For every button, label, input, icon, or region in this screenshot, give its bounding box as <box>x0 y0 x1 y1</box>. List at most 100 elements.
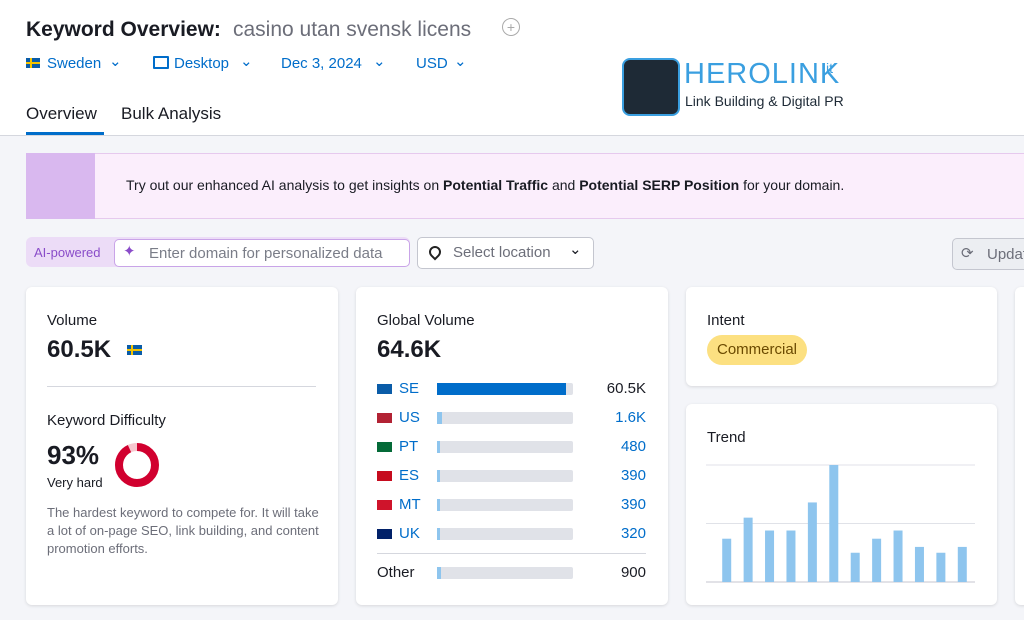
difficulty-description: The hardest keyword to compete for. It w… <box>47 505 319 556</box>
tab[interactable]: Bulk Analysis <box>121 104 222 123</box>
highlight: Potential Traffic <box>443 177 549 193</box>
tab-active[interactable]: Overview <box>26 104 97 123</box>
label: Keyword Difficulty <box>47 412 166 429</box>
text: Try out our enhanced AI analysis to get … <box>126 177 440 193</box>
volume-card <box>26 287 338 605</box>
trend-bar <box>807 502 817 582</box>
country-value: 60.5K <box>606 380 646 397</box>
flag-se <box>127 345 142 355</box>
flag-se <box>26 58 40 68</box>
chevron: ⌄ <box>240 53 253 70</box>
trend-bar <box>786 530 796 582</box>
label: Volume <box>47 312 98 329</box>
bar <box>437 383 567 395</box>
chevron: ⌄ <box>373 53 386 70</box>
filter[interactable]: Dec 3, 2024 <box>281 55 362 72</box>
trend-bar <box>722 538 732 582</box>
label: Global Volume <box>377 312 475 329</box>
filter[interactable]: USD <box>416 55 448 72</box>
card-edge <box>1015 287 1024 605</box>
country-value[interactable]: 480 <box>620 438 646 455</box>
difficulty-value: 93% <box>47 440 100 470</box>
country-code[interactable]: US <box>399 409 420 426</box>
country-other: Other <box>377 564 415 581</box>
domain-placeholder: Enter domain for personalized data <box>149 245 383 262</box>
banner <box>26 153 1024 219</box>
sparkle-icon: ✦ <box>123 243 136 260</box>
text: for your domain. <box>743 177 845 193</box>
trend-bar <box>957 546 967 582</box>
bar-track <box>437 441 573 453</box>
country-value[interactable]: 390 <box>620 496 646 513</box>
country-value[interactable]: 390 <box>620 467 646 484</box>
country-code[interactable]: PT <box>399 438 419 455</box>
flag <box>377 471 392 481</box>
page-title: Keyword Overview: <box>26 18 221 41</box>
flag <box>377 442 392 452</box>
difficulty-gauge <box>115 443 159 487</box>
trend-bar <box>850 552 860 582</box>
country-code[interactable]: SE <box>399 380 420 397</box>
country-code[interactable]: MT <box>399 496 421 513</box>
trend-bar <box>872 538 882 582</box>
chevron: ⌄ <box>569 241 582 258</box>
country-value[interactable]: 1.6K <box>615 409 646 426</box>
keyword: casino utan svensk licens <box>233 18 472 41</box>
bar-track <box>437 412 573 424</box>
bar <box>437 528 440 540</box>
button-label: Update <box>987 246 1024 263</box>
trend-bar <box>743 517 753 582</box>
trend-bar <box>893 530 903 582</box>
flag <box>377 529 392 539</box>
divider <box>47 386 316 387</box>
flag <box>377 500 392 510</box>
country-value[interactable]: 320 <box>620 525 646 542</box>
highlight: Potential SERP Position <box>579 177 740 193</box>
bar-track <box>437 470 573 482</box>
banner-text: Try out our enhanced AI analysis to get … <box>126 177 844 193</box>
trend-bar <box>829 465 839 582</box>
flag <box>377 413 392 423</box>
chevron: ⌄ <box>109 53 122 70</box>
divider <box>377 553 646 554</box>
filter[interactable]: Sweden <box>47 55 102 72</box>
country-code[interactable]: UK <box>399 525 420 542</box>
label: Intent <box>707 312 745 329</box>
domain-input[interactable] <box>114 239 410 267</box>
global-volume-value: 64.6K <box>377 336 442 363</box>
tab-underline <box>26 132 104 135</box>
filter[interactable]: Desktop <box>174 55 230 72</box>
trend-bar <box>765 530 775 582</box>
bar <box>437 470 440 482</box>
logo-name: HEROLINK <box>684 58 841 90</box>
label: Trend <box>707 429 746 446</box>
bar <box>437 499 440 511</box>
bar-track <box>437 499 573 511</box>
intent-badge: Commercial <box>707 335 808 365</box>
ai-badge: AI-powered <box>34 245 101 260</box>
trend-bar <box>936 552 946 582</box>
volume-value: 60.5K <box>47 336 112 363</box>
trend-bar <box>914 546 924 582</box>
logo-icon <box>622 58 680 116</box>
update-button[interactable]: ⟳Update <box>952 238 1024 270</box>
country-value: 900 <box>620 564 646 581</box>
bar-track <box>437 528 573 540</box>
logo-tagline: Link Building & Digital PR <box>685 93 844 109</box>
bar <box>437 441 440 453</box>
country-code[interactable]: ES <box>399 467 420 484</box>
text: and <box>551 177 576 193</box>
difficulty-level: Very hard <box>47 475 103 490</box>
add-icon[interactable]: + <box>502 18 520 36</box>
location-placeholder: Select location <box>453 244 551 261</box>
desktop-icon <box>153 56 169 69</box>
bar <box>437 567 441 579</box>
bar-track <box>437 567 573 579</box>
gauge-arc <box>115 443 159 487</box>
flag <box>377 384 392 394</box>
logo-suffix: it <box>826 60 833 76</box>
location-select[interactable] <box>417 237 594 269</box>
bar <box>437 412 443 424</box>
